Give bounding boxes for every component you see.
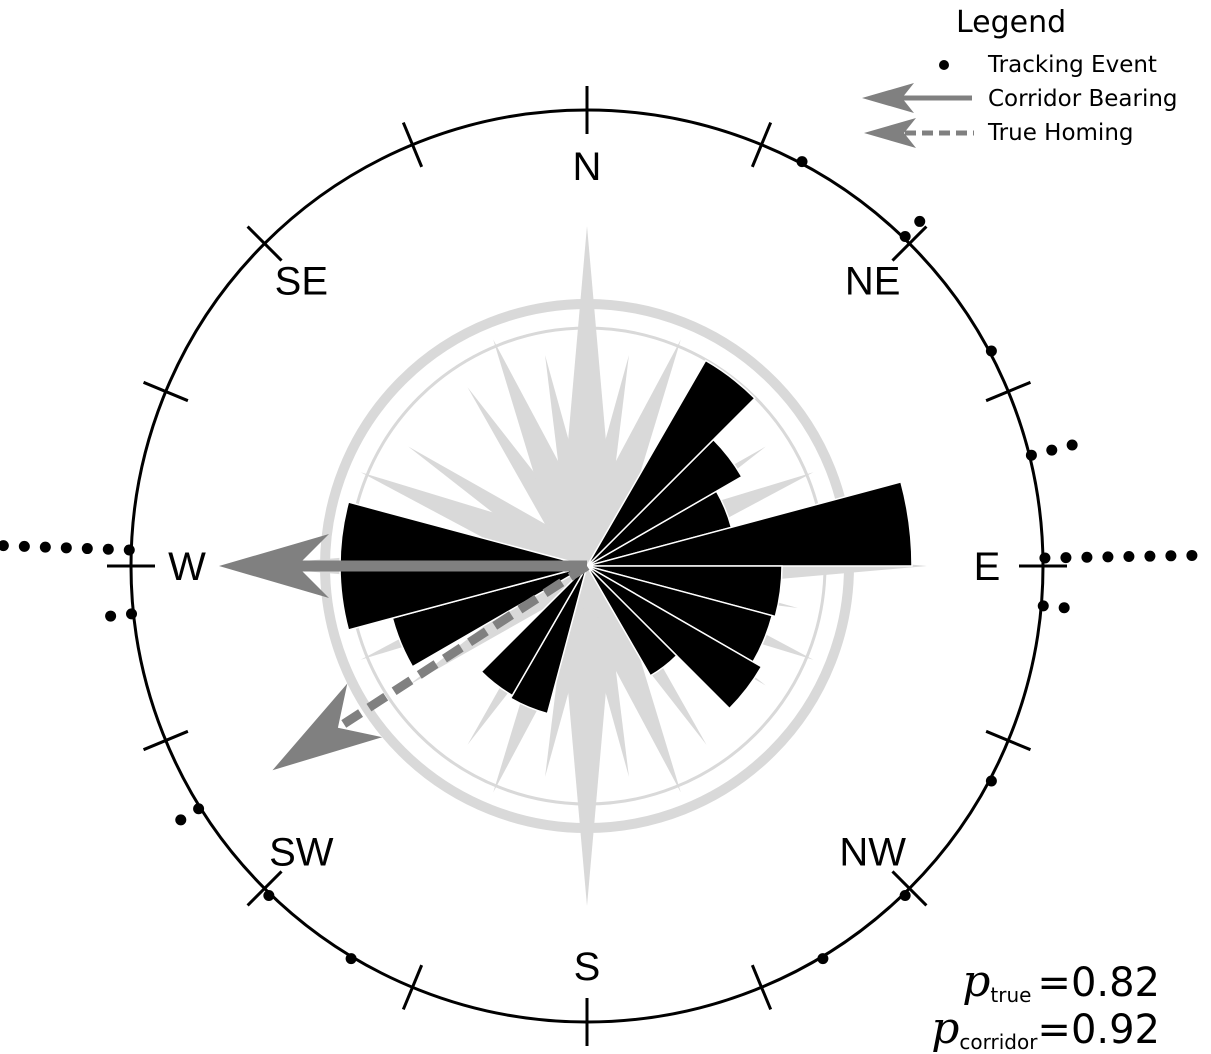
legend-corridor-bearing: Corridor Bearing bbox=[988, 86, 1178, 112]
p-true-stat: ptrue =0.82 bbox=[962, 956, 1160, 1007]
direction-label-se: SE bbox=[275, 259, 328, 303]
tracking-event-dot bbox=[40, 542, 51, 553]
tracking-event-dot bbox=[900, 890, 911, 901]
tracking-event-dot bbox=[105, 611, 116, 622]
legend-dot-icon bbox=[939, 60, 949, 70]
direction-label-s: S bbox=[574, 945, 601, 989]
direction-label-n: N bbox=[573, 145, 602, 189]
circle-tick bbox=[752, 123, 770, 167]
tracking-event-dot bbox=[1060, 552, 1071, 563]
direction-label-ne: NE bbox=[845, 259, 901, 303]
tracking-event-dot bbox=[1067, 440, 1078, 451]
legend-title: Legend bbox=[956, 5, 1066, 40]
tracking-event-dot bbox=[175, 814, 186, 825]
circle-tick bbox=[144, 382, 188, 400]
circle-tick bbox=[403, 123, 421, 167]
legend-true-homing: True Homing bbox=[987, 120, 1134, 146]
tracking-event-dot bbox=[986, 776, 997, 787]
tracking-event-dot bbox=[986, 345, 997, 356]
circle-tick bbox=[752, 965, 770, 1009]
direction-label-e: E bbox=[974, 545, 1001, 589]
tracking-event-dot bbox=[0, 540, 9, 551]
tracking-event-dot bbox=[1123, 551, 1134, 562]
p-corridor-symbol: p bbox=[931, 1003, 959, 1054]
p-corridor-stat: pcorridor=0.92 bbox=[931, 1003, 1160, 1054]
legend-homing-arrow-icon bbox=[864, 118, 974, 148]
circle-tick bbox=[403, 965, 421, 1009]
circle-tick bbox=[144, 731, 188, 749]
direction-label-w: W bbox=[168, 545, 206, 589]
p-corridor-subscript: corridor bbox=[959, 1030, 1038, 1054]
tracking-event-dot bbox=[1144, 551, 1155, 562]
stats-annotation: ptrue =0.82 pcorridor=0.92 bbox=[931, 956, 1160, 1054]
tracking-event-dot bbox=[900, 231, 911, 242]
tracking-event-dot bbox=[1038, 600, 1049, 611]
true-homing-arrow-head bbox=[272, 683, 382, 770]
tracking-event-dot bbox=[124, 545, 135, 556]
direction-label-sw: SW bbox=[269, 831, 334, 875]
tracking-event-dot bbox=[1026, 450, 1037, 461]
tracking-event-dot bbox=[1039, 553, 1050, 564]
tracking-event-dot bbox=[797, 156, 808, 167]
circle-tick bbox=[986, 731, 1030, 749]
tracking-event-dot bbox=[1102, 551, 1113, 562]
tracking-event-dot bbox=[82, 543, 93, 554]
tracking-event-dot bbox=[263, 890, 274, 901]
tracking-event-dot bbox=[1186, 550, 1197, 561]
circle-tick bbox=[986, 382, 1030, 400]
tracking-event-dot bbox=[19, 541, 30, 552]
tracking-event-dot bbox=[1046, 445, 1057, 456]
tracking-event-dot bbox=[346, 953, 357, 964]
tracking-event-dot bbox=[1081, 552, 1092, 563]
tracking-event-dot bbox=[193, 803, 204, 814]
tracking-event-dot bbox=[103, 544, 114, 555]
tracking-event-dot bbox=[914, 216, 925, 227]
p-true-value: =0.82 bbox=[1037, 960, 1160, 1006]
tracking-event-dot bbox=[1059, 602, 1070, 613]
p-corridor-value: =0.92 bbox=[1037, 1007, 1160, 1053]
tracking-event-dot bbox=[1165, 550, 1176, 561]
p-true-subscript: true bbox=[990, 983, 1031, 1007]
direction-label-nw: NW bbox=[839, 831, 906, 875]
legend-corridor-arrow-icon bbox=[862, 83, 972, 113]
legend-tracking-event: Tracking Event bbox=[987, 52, 1157, 78]
legend: Legend Tracking Event Corridor Bearing T… bbox=[862, 5, 1178, 148]
tracking-event-dot bbox=[126, 608, 137, 619]
tracking-event-dot bbox=[61, 542, 72, 553]
tracking-event-dot bbox=[817, 953, 828, 964]
p-true-symbol: p bbox=[962, 956, 990, 1007]
